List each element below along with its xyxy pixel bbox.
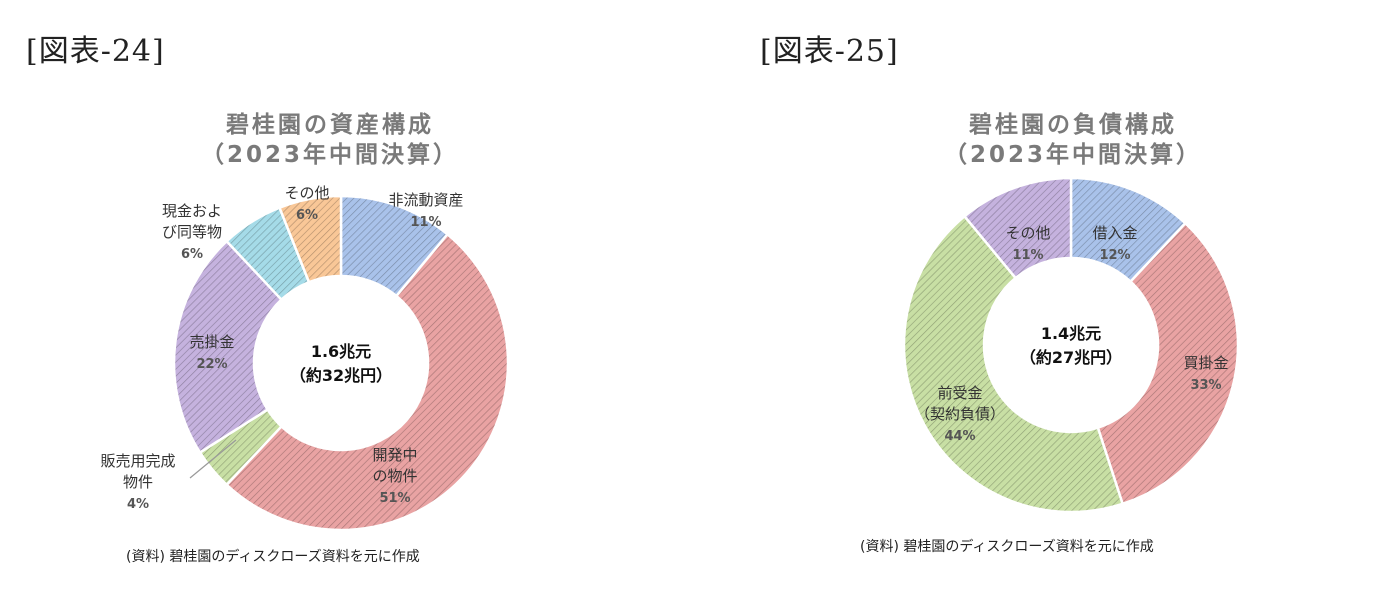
figure-25: [図表-25] 碧桂園の負債構成 （2023年中間決算） 借入金 12% 買掛金 33… — [698, 0, 1397, 612]
figure-24-label: [図表-24] — [26, 34, 165, 69]
figure-25-title: 碧桂園の負債構成 （2023年中間決算） — [873, 110, 1273, 170]
slice-value-label: 4% — [127, 497, 149, 512]
figure-24-title: 碧桂園の資産構成 （2023年中間決算） — [140, 110, 520, 170]
slice-value-label: 11% — [410, 215, 441, 230]
donut-slice — [277, 194, 343, 284]
slice-category-label: その他 — [284, 184, 329, 202]
slice-category-label: 開発中の物件 — [372, 446, 417, 485]
donut-slice — [172, 239, 284, 455]
slice-value-label: 33% — [1190, 378, 1221, 393]
figure-24: [図表-24] 碧桂園の資産構成 （2023年中間決算） 非流動資産 11% 開発中… — [26, 34, 520, 565]
donut-slice — [902, 214, 1125, 514]
slice-category-label: 売掛金 — [189, 333, 234, 351]
donut-center-total: 1.6兆元 — [311, 342, 371, 361]
slice-category-label: その他 — [1005, 224, 1050, 242]
slice-category-label: 前受金（契約負債） — [915, 384, 1005, 423]
figure-25-title-main: 碧桂園の負債構成 — [969, 112, 1177, 138]
figure-24-title-main: 碧桂園の資産構成 — [226, 112, 434, 138]
slice-value-label: 51% — [379, 491, 410, 506]
figure-24-title-sub: （2023年中間決算） — [200, 142, 459, 168]
slice-value-label: 22% — [196, 357, 227, 372]
slice-category-label: 借入金 — [1092, 224, 1137, 242]
donut-slice — [1096, 221, 1240, 506]
slice-category-label: 現金および同等物 — [162, 202, 222, 241]
donut-center-total: 1.4兆元 — [1041, 324, 1101, 343]
slice-value-label: 11% — [1012, 248, 1043, 263]
slice-value-label: 6% — [296, 208, 318, 223]
donut-center-yen: （約32兆円） — [290, 366, 392, 385]
donut-slice — [962, 176, 1073, 280]
slice-category-label: 買掛金 — [1183, 354, 1228, 372]
liability-composition-donut: 借入金 12% 買掛金 33% 前受金（契約負債） 44% その他 11% 1.4兆元 （約27兆… — [902, 176, 1240, 514]
figure-25-source: (資料) 碧桂園のディスクローズ資料を元に作成 — [860, 539, 1154, 555]
label-leader-line — [189, 439, 237, 479]
figure-24-source: (資料) 碧桂園のディスクローズ資料を元に作成 — [126, 549, 420, 565]
donut-center-yen: （約27兆円） — [1020, 348, 1122, 367]
slice-value-label: 12% — [1099, 248, 1130, 263]
slice-value-label: 6% — [181, 247, 203, 262]
asset-composition-donut: 非流動資産 11% 開発中の物件 51% 販売用完成物件 4% 売掛金 22% 現金および同等物… — [100, 184, 510, 532]
slice-value-label: 44% — [944, 429, 975, 444]
slice-category-label: 非流動資産 — [388, 191, 463, 209]
figure-25-label: [図表-25] — [760, 34, 899, 69]
figure-25-title-sub: （2023年中間決算） — [943, 142, 1202, 168]
donut-slice — [224, 232, 510, 532]
slice-category-label: 販売用完成物件 — [100, 452, 175, 491]
